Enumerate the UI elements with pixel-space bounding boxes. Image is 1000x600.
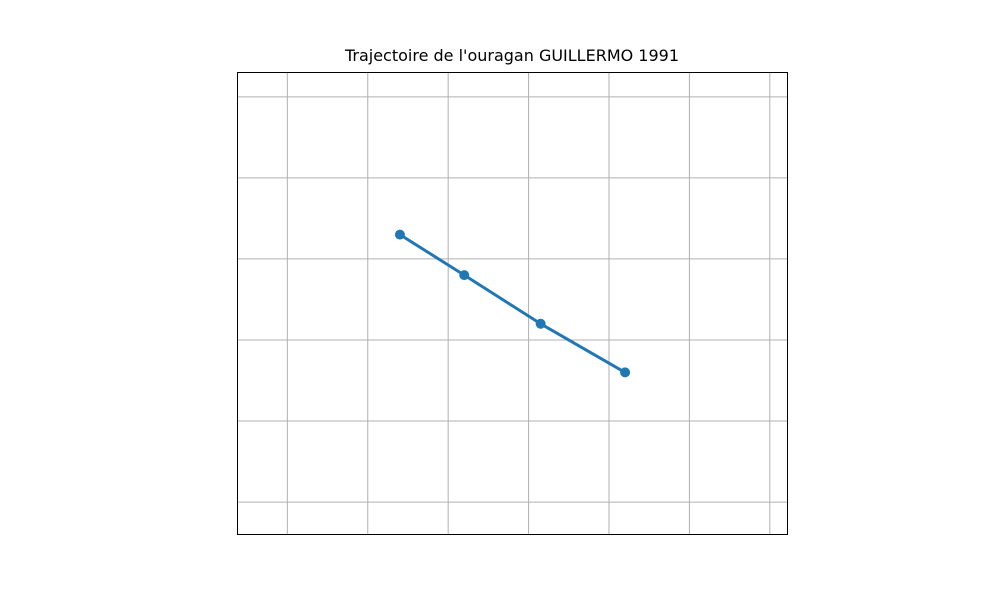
trajectory-point (620, 367, 631, 378)
trajectory-point (535, 318, 546, 329)
series-layer (394, 229, 631, 378)
grid-layer (237, 72, 788, 535)
trajectory-line (399, 233, 626, 374)
chart-title: Trajectoire de l'ouragan GUILLERMO 1991 (344, 46, 680, 65)
plot-frame (237, 72, 788, 535)
trajectory-point (394, 229, 405, 240)
trajectory-point (459, 270, 470, 281)
